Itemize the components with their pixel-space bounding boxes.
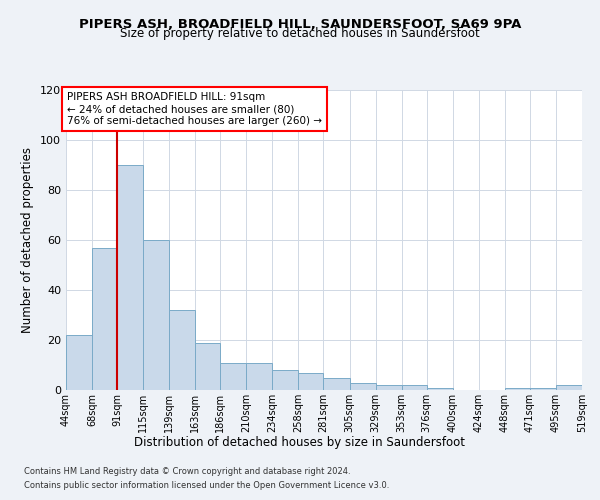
Text: Distribution of detached houses by size in Saundersfoot: Distribution of detached houses by size … [134,436,466,449]
Bar [427,388,453,390]
Y-axis label: Number of detached properties: Number of detached properties [22,147,34,333]
Bar [401,385,427,390]
Text: Size of property relative to detached houses in Saundersfoot: Size of property relative to detached ho… [120,28,480,40]
Text: PIPERS ASH, BROADFIELD HILL, SAUNDERSFOOT, SA69 9PA: PIPERS ASH, BROADFIELD HILL, SAUNDERSFOO… [79,18,521,30]
Bar [195,342,220,390]
Bar [556,385,582,390]
Bar [298,372,323,390]
Bar [66,335,92,390]
Bar [530,388,556,390]
Bar [272,370,298,390]
Bar [169,310,195,390]
Bar [92,248,117,390]
Text: PIPERS ASH BROADFIELD HILL: 91sqm
← 24% of detached houses are smaller (80)
76% : PIPERS ASH BROADFIELD HILL: 91sqm ← 24% … [67,92,322,126]
Bar [143,240,169,390]
Text: Contains public sector information licensed under the Open Government Licence v3: Contains public sector information licen… [24,481,389,490]
Bar [505,388,530,390]
Bar [350,382,376,390]
Bar [376,385,401,390]
Bar [220,362,247,390]
Text: Contains HM Land Registry data © Crown copyright and database right 2024.: Contains HM Land Registry data © Crown c… [24,467,350,476]
Bar [117,165,143,390]
Bar [323,378,350,390]
Bar [247,362,272,390]
